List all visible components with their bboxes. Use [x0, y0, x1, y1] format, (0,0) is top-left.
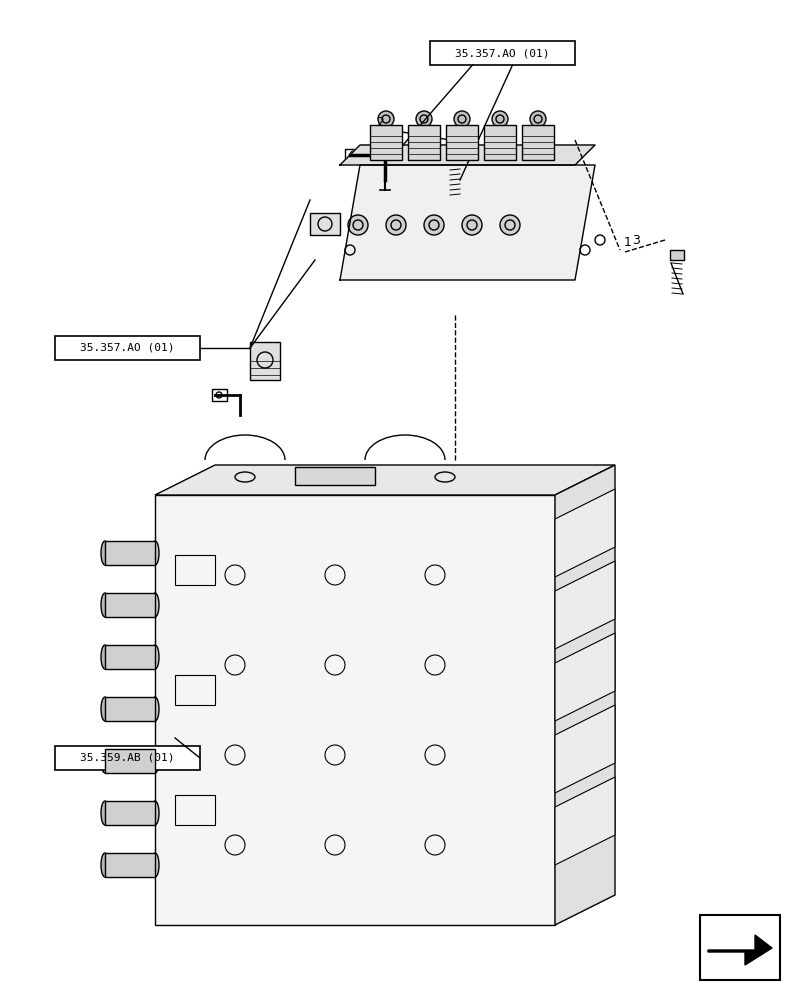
- Polygon shape: [155, 465, 615, 495]
- Polygon shape: [555, 633, 615, 721]
- Ellipse shape: [101, 697, 109, 721]
- Circle shape: [386, 215, 406, 235]
- Bar: [310, 213, 340, 235]
- Bar: [408, 125, 440, 160]
- Text: 1: 1: [624, 235, 632, 248]
- Polygon shape: [555, 561, 615, 649]
- Bar: [105, 645, 155, 669]
- Polygon shape: [340, 145, 595, 165]
- Circle shape: [530, 111, 546, 127]
- Bar: [670, 250, 684, 260]
- Text: 35.357.AO (01): 35.357.AO (01): [455, 48, 549, 58]
- Ellipse shape: [151, 645, 159, 669]
- Bar: [379, 173, 391, 183]
- Bar: [105, 853, 155, 877]
- Circle shape: [378, 111, 394, 127]
- Ellipse shape: [151, 541, 159, 565]
- Ellipse shape: [101, 853, 109, 877]
- Bar: [484, 125, 516, 160]
- Bar: [430, 41, 575, 65]
- Polygon shape: [155, 495, 555, 925]
- Bar: [105, 697, 155, 721]
- Polygon shape: [340, 165, 595, 280]
- Bar: [175, 675, 215, 705]
- Bar: [446, 125, 478, 160]
- Text: 2: 2: [376, 115, 384, 128]
- Polygon shape: [555, 465, 615, 925]
- Bar: [175, 795, 215, 825]
- Bar: [55, 746, 200, 770]
- Ellipse shape: [151, 749, 159, 773]
- Circle shape: [416, 111, 432, 127]
- Ellipse shape: [585, 747, 605, 761]
- Ellipse shape: [585, 819, 605, 833]
- Bar: [55, 336, 200, 360]
- Bar: [345, 149, 363, 161]
- Ellipse shape: [151, 801, 159, 825]
- Bar: [250, 342, 280, 380]
- Circle shape: [424, 215, 444, 235]
- Bar: [370, 125, 402, 160]
- Ellipse shape: [101, 749, 109, 773]
- Bar: [105, 593, 155, 617]
- Ellipse shape: [585, 531, 605, 545]
- Ellipse shape: [151, 593, 159, 617]
- Bar: [212, 389, 227, 401]
- Bar: [105, 541, 155, 565]
- Ellipse shape: [101, 801, 109, 825]
- Bar: [449, 145, 461, 167]
- Ellipse shape: [151, 697, 159, 721]
- Polygon shape: [555, 777, 615, 865]
- Circle shape: [500, 215, 520, 235]
- Polygon shape: [555, 705, 615, 793]
- Ellipse shape: [101, 645, 109, 669]
- Bar: [522, 125, 554, 160]
- Bar: [105, 749, 155, 773]
- Bar: [295, 467, 375, 485]
- Text: 35.359.AB (01): 35.359.AB (01): [80, 753, 175, 763]
- Circle shape: [462, 215, 482, 235]
- Bar: [105, 801, 155, 825]
- Text: 3: 3: [632, 233, 640, 246]
- Polygon shape: [555, 489, 615, 577]
- Ellipse shape: [101, 593, 109, 617]
- Ellipse shape: [585, 603, 605, 617]
- Bar: [175, 555, 215, 585]
- Ellipse shape: [151, 853, 159, 877]
- Polygon shape: [708, 935, 772, 965]
- Circle shape: [348, 215, 368, 235]
- Bar: [700, 915, 780, 980]
- Ellipse shape: [101, 541, 109, 565]
- Circle shape: [492, 111, 508, 127]
- Ellipse shape: [585, 675, 605, 689]
- Circle shape: [454, 111, 470, 127]
- Text: 35.357.AO (01): 35.357.AO (01): [80, 343, 175, 353]
